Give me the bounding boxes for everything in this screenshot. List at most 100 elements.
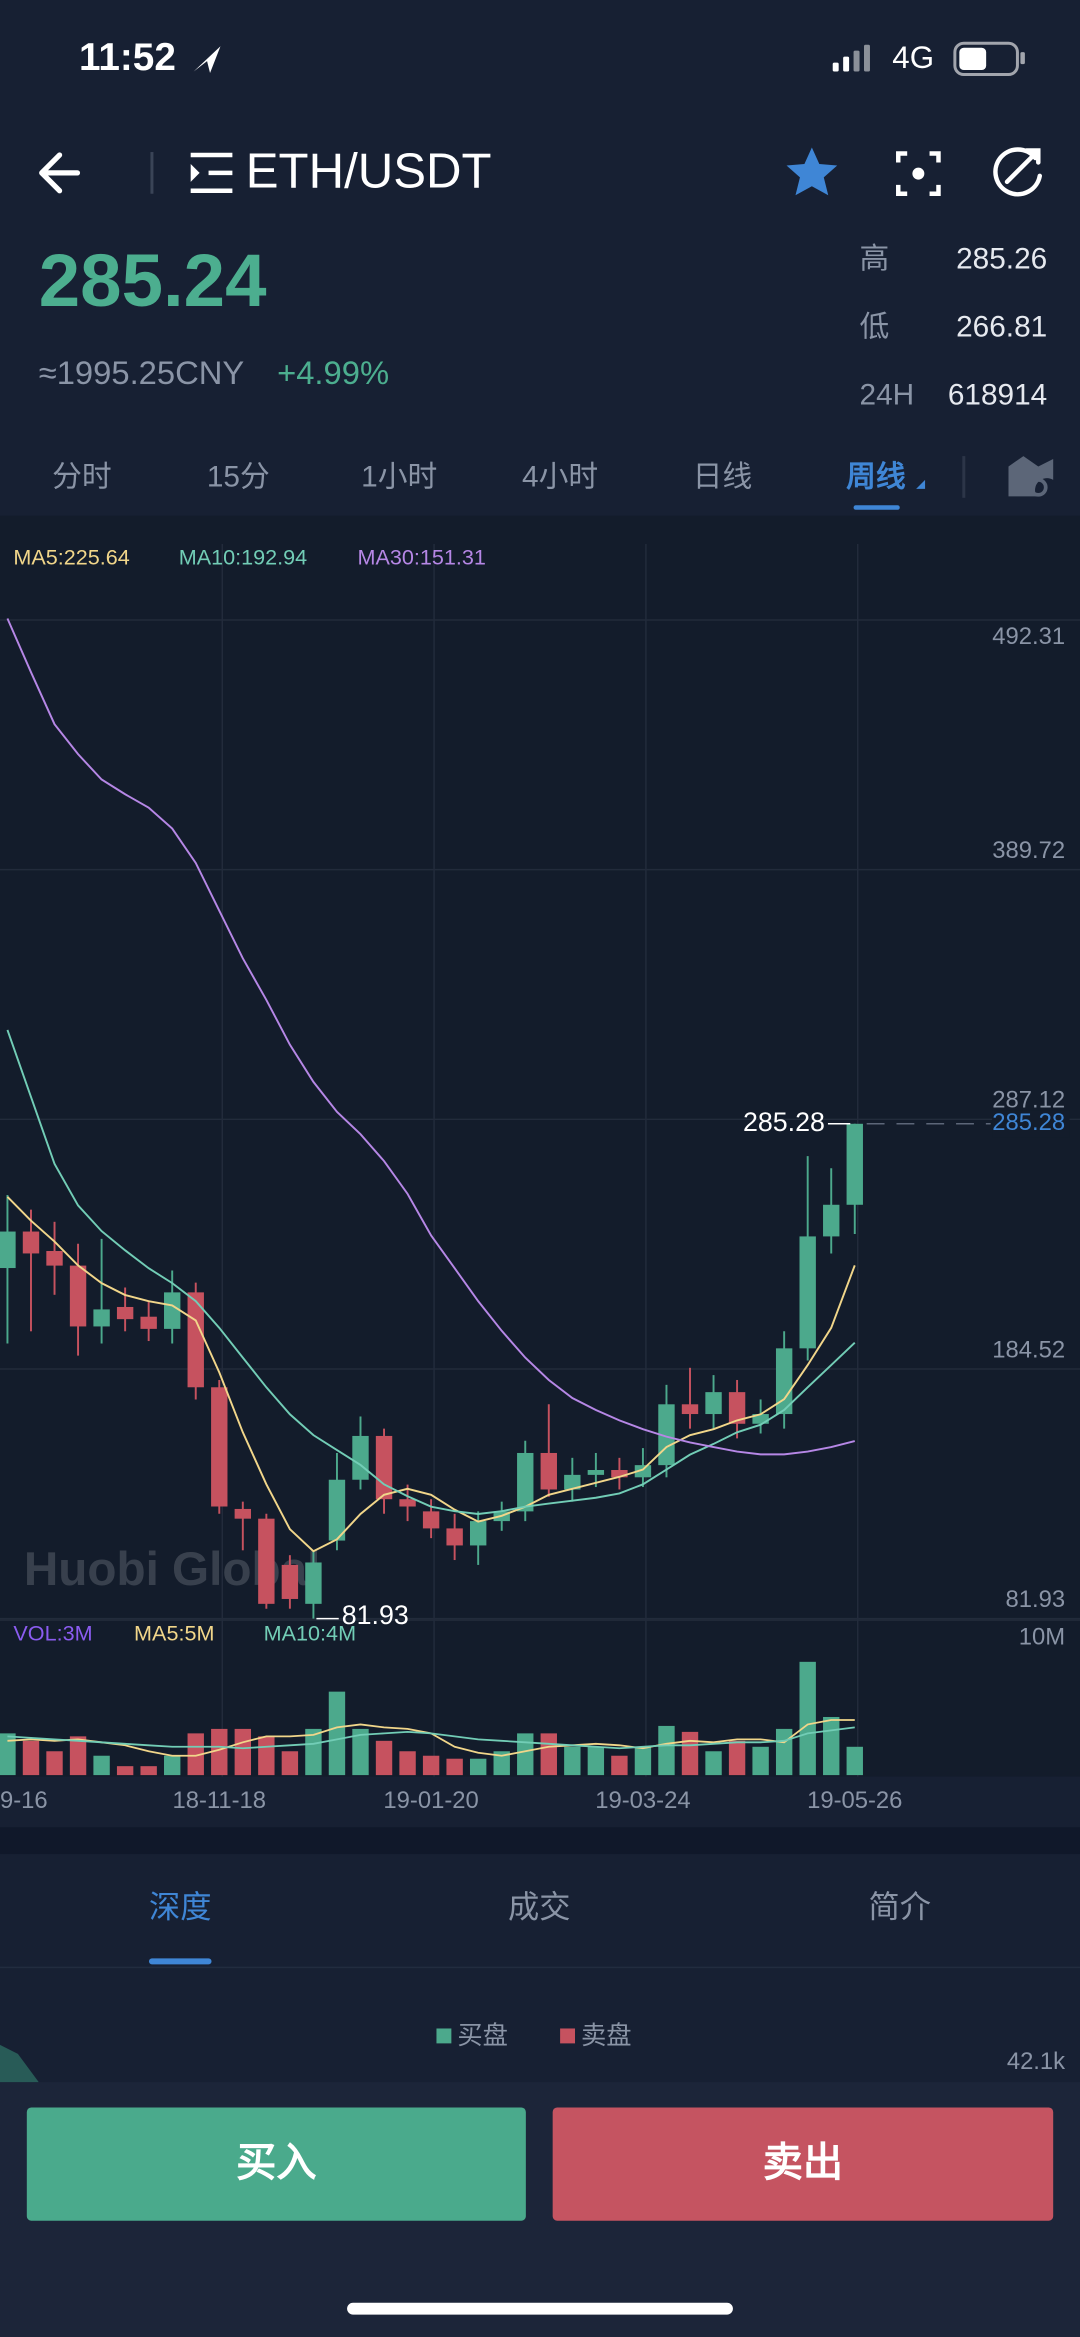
candle-body	[46, 1251, 63, 1266]
interval-tab[interactable]: 1小时	[361, 460, 437, 493]
depth-legend-label: 卖盘	[581, 2022, 632, 2050]
volume-bar	[469, 1758, 487, 1776]
ma-legend: MA30:151.31	[358, 545, 486, 570]
interval-caret	[916, 479, 926, 489]
y-tick-label: 184.52	[992, 1336, 1065, 1363]
volume-bar	[352, 1728, 369, 1776]
grid: 492.31 389.72 287.12 184.52 81.93 9-16 18-11-1…	[0, 544, 1080, 1814]
detail-tab[interactable]: 成交	[508, 1890, 571, 1925]
stat-value: 266.81	[956, 311, 1047, 344]
tab-underline	[148, 1958, 212, 1965]
last-price-label: 285.28	[992, 1109, 1065, 1136]
back-button[interactable]	[39, 152, 81, 194]
volume-bar	[22, 1740, 40, 1776]
volume-legend: VOL:3M	[13, 1621, 92, 1646]
candle-body	[540, 1452, 557, 1490]
x-tick-label: 19-03-24	[595, 1787, 690, 1814]
depth-legend-label: 买盘	[457, 2022, 508, 2050]
volume-bar	[799, 1661, 816, 1776]
share-button[interactable]	[993, 147, 1043, 197]
screenshot-button[interactable]	[896, 151, 941, 196]
volume-bar	[422, 1755, 440, 1776]
volume-bar	[446, 1758, 463, 1776]
ma-line	[6, 1196, 856, 1553]
stat-label: 低	[860, 311, 890, 344]
ma-legend: MA10:192.94	[179, 545, 307, 570]
chart-settings-button[interactable]	[1008, 456, 1054, 497]
detail-tabs: 深度 成交 简介	[148, 1890, 931, 1965]
candle-body	[93, 1309, 110, 1327]
depth-area	[0, 2044, 39, 2083]
sell-label[interactable]: 卖出	[763, 2140, 843, 2185]
candle-body	[140, 1316, 157, 1329]
volume-bar	[328, 1691, 346, 1776]
buy-label[interactable]: 买入	[236, 2140, 316, 2185]
battery-icon	[953, 41, 1025, 77]
volume-bar	[116, 1766, 134, 1776]
stat-label: 高	[860, 243, 890, 276]
interval-tab[interactable]: 15分	[207, 460, 270, 493]
candle-body	[846, 1123, 863, 1205]
volume-bar	[281, 1751, 299, 1776]
detail-tab[interactable]: 简介	[868, 1890, 931, 1925]
candle-body	[517, 1452, 534, 1512]
y-tick-label: 81.93	[1005, 1586, 1065, 1613]
candle-body	[705, 1392, 722, 1415]
pair-title[interactable]: ETH/USDT	[246, 143, 492, 198]
candle-body	[22, 1231, 40, 1254]
candle-body	[0, 1231, 16, 1269]
candle-body	[399, 1499, 416, 1507]
volume-bar	[305, 1728, 322, 1776]
stats: 高 285.26 低 266.81 24H 618914	[860, 243, 1048, 412]
candle-body	[469, 1521, 487, 1546]
header-bg	[0, 0, 1080, 516]
volume-bar	[681, 1731, 699, 1776]
volume-bar	[187, 1733, 204, 1776]
candle-body	[422, 1511, 440, 1529]
stat-value: 618914	[948, 378, 1047, 411]
candle-body	[587, 1470, 605, 1475]
volume-bar	[634, 1746, 652, 1776]
x-tick-label: 19-01-20	[383, 1787, 478, 1814]
detail-tab[interactable]: 深度	[149, 1890, 212, 1925]
candle-body	[799, 1236, 816, 1349]
interval-tab[interactable]: 日线	[693, 460, 753, 493]
volume-bar	[564, 1746, 581, 1776]
candle-body	[375, 1435, 393, 1500]
volume-bar	[211, 1728, 228, 1776]
candle-body	[352, 1435, 369, 1480]
candle-body	[823, 1204, 840, 1237]
stat-value: 285.26	[956, 243, 1047, 276]
interval-tab[interactable]: 分时	[52, 460, 112, 493]
volume-bar	[517, 1733, 534, 1776]
low-marker-label: 81.93	[342, 1600, 409, 1630]
y-tick-label: 389.72	[992, 837, 1065, 864]
ma-legend: MA5:225.64	[13, 545, 129, 570]
x-axis-bg	[0, 1776, 1080, 1828]
interval-tabs: 分时 15分 1小时 4小时 日线 周线	[52, 460, 926, 510]
location-icon	[193, 46, 221, 74]
candle-body	[258, 1518, 275, 1604]
interval-tab[interactable]: 周线	[846, 460, 906, 493]
status-time: 11:52	[79, 36, 176, 79]
interval-tab[interactable]: 4小时	[522, 460, 598, 493]
candle-body	[681, 1404, 699, 1415]
candle-body	[752, 1414, 769, 1424]
ma-line	[6, 1029, 856, 1515]
volume-bar	[705, 1751, 722, 1776]
sell-button[interactable]	[552, 2107, 1054, 2221]
menu-icon[interactable]	[190, 152, 233, 194]
buy-button[interactable]	[26, 2107, 526, 2221]
volume-bar	[775, 1728, 793, 1776]
signal-icon	[832, 44, 870, 72]
volume-bar	[823, 1716, 840, 1776]
favorite-button[interactable]	[786, 147, 838, 196]
volume-bar	[493, 1751, 510, 1776]
volume-bar	[0, 1733, 16, 1776]
depth-chart: 买盘 卖盘 42.1k	[436, 2022, 1065, 2075]
volume-ma-line	[7, 1726, 855, 1750]
high-marker-label: 285.28	[743, 1107, 825, 1137]
volume-bar	[728, 1740, 746, 1776]
candle-body	[281, 1564, 299, 1599]
